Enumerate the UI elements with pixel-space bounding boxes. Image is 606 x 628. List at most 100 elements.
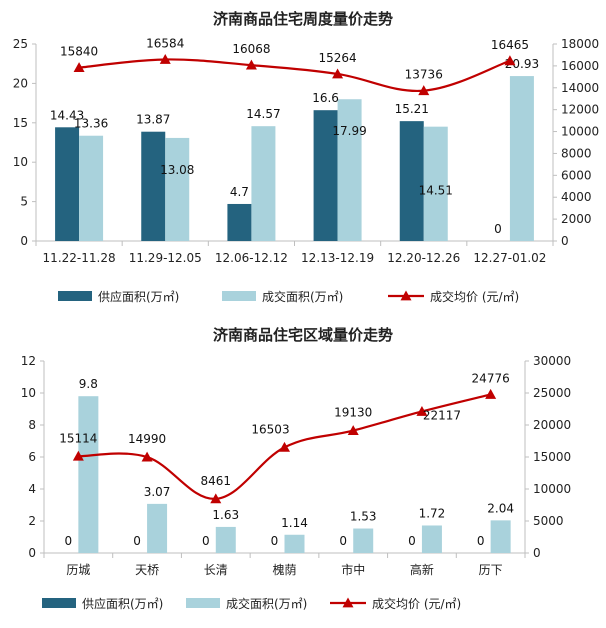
chart-1: 济南商品住宅周度量价走势 0 5 10 15 20 25 0 2000 4000 6000 8000 1… [13, 10, 599, 304]
deal-bar [165, 137, 190, 241]
y-left-tick-label: 15 [13, 116, 28, 130]
deal-data-label: 1.63 [212, 508, 239, 522]
x-tick-label: 12.06-12.12 [215, 251, 288, 265]
x-tick-label: 长清 [204, 563, 228, 577]
supply-bar [227, 203, 252, 241]
x-tick-label: 12.20-12.26 [387, 251, 460, 265]
x-tick-label: 历下 [479, 563, 503, 577]
deal-data-label: 13.08 [160, 163, 194, 177]
legend-swatch-supply [58, 291, 92, 301]
supply-bar [399, 121, 424, 241]
price-point [141, 451, 153, 462]
deal-bar [353, 528, 374, 553]
x-tick-label: 市中 [341, 562, 365, 577]
deal-bar [79, 135, 104, 241]
y-left-tick-label: 2 [28, 514, 36, 528]
x-tick-label: 11.22-11.28 [43, 251, 116, 265]
legend-swatch-price-marker [400, 290, 412, 301]
supply-data-label: 0 [202, 534, 210, 548]
price-data-label: 13736 [405, 68, 443, 82]
deal-data-label: 17.99 [332, 124, 366, 138]
supply-data-label: 13.87 [136, 113, 170, 127]
y-left-tick-label: 5 [20, 195, 28, 209]
legend-label-supply: 供应面积(万㎡) [98, 289, 179, 304]
supply-data-label: 0 [494, 222, 502, 236]
y-right-tick-label: 30000 [533, 354, 571, 368]
y-left-tick-label: 4 [28, 482, 36, 496]
y-right-tick-label: 12000 [561, 103, 599, 117]
supply-bar [313, 110, 338, 241]
deal-data-label: 1.53 [350, 510, 377, 524]
price-data-label: 16068 [232, 42, 270, 56]
y-right-tick-label: 8000 [561, 146, 592, 160]
y-right-tick-label: 20000 [533, 418, 571, 432]
price-point [504, 55, 516, 66]
supply-bar [55, 127, 80, 241]
legend: 供应面积(万㎡) 成交面积(万㎡) 成交均价 (元/㎡) [42, 596, 461, 611]
price-data-label: 8461 [201, 474, 232, 488]
y-left-tick-label: 0 [20, 234, 28, 248]
deal-data-label: 14.57 [246, 107, 280, 121]
x-tick-label: 11.29-12.05 [129, 251, 202, 265]
supply-data-label: 4.7 [230, 185, 249, 199]
y-left-tick-label: 0 [28, 546, 36, 560]
y-right-tick-label: 5000 [533, 514, 564, 528]
price-point [416, 405, 428, 416]
deal-data-label: 1.14 [281, 516, 308, 530]
deal-bar [337, 99, 362, 241]
deal-bar [423, 126, 448, 241]
price-point [245, 59, 257, 70]
deal-bar [284, 534, 305, 553]
price-data-label: 15264 [318, 51, 356, 65]
legend-label-supply: 供应面积(万㎡) [82, 596, 163, 611]
price-data-label: 16465 [491, 38, 529, 52]
y-right-tick-label: 10000 [561, 125, 599, 139]
legend-swatch-deal [222, 291, 256, 301]
deal-data-label: 13.36 [74, 117, 108, 131]
chart-title: 济南商品住宅区域量价走势 [213, 326, 393, 344]
deal-bar [78, 396, 99, 553]
y-right-tick-label: 6000 [561, 168, 592, 182]
x-tick-label: 天桥 [135, 563, 159, 577]
price-point [210, 493, 222, 504]
legend: 供应面积(万㎡) 成交面积(万㎡) 成交均价 (元/㎡) [58, 289, 519, 304]
price-data-label: 19130 [334, 406, 372, 420]
legend-swatch-supply [42, 598, 76, 608]
legend-label-price: 成交均价 (元/㎡) [430, 289, 519, 304]
y-right-tick-label: 25000 [533, 386, 571, 400]
supply-data-label: 14.43 [50, 108, 84, 122]
chart-title: 济南商品住宅周度量价走势 [213, 10, 393, 28]
price-data-label: 22117 [423, 408, 461, 422]
supply-data-label: 0 [65, 534, 73, 548]
deal-data-label: 2.04 [487, 501, 514, 515]
deal-bar [509, 76, 534, 242]
deal-data-label: 1.72 [419, 506, 446, 520]
y-left-tick-label: 20 [13, 76, 28, 90]
legend-swatch-deal [186, 598, 220, 608]
supply-data-label: 16.6 [312, 91, 339, 105]
y-left-tick-label: 25 [13, 37, 28, 51]
supply-data-label: 0 [271, 534, 279, 548]
y-left-tick-label: 6 [28, 450, 36, 464]
x-tick-label: 历城 [66, 563, 90, 577]
y-right-tick-label: 4000 [561, 190, 592, 204]
y-left-tick-label: 12 [21, 354, 36, 368]
price-point [72, 450, 84, 461]
price-point [485, 388, 497, 399]
price-data-label: 24776 [472, 371, 510, 385]
y-right-tick-label: 15000 [533, 450, 571, 464]
y-right-tick-label: 0 [533, 546, 541, 560]
deal-bar [147, 503, 168, 553]
legend-label-deal: 成交面积(万㎡) [262, 289, 343, 304]
y-right-tick-label: 16000 [561, 59, 599, 73]
price-data-label: 15840 [60, 45, 98, 59]
supply-data-label: 0 [339, 534, 347, 548]
deal-bar [251, 126, 276, 241]
y-right-tick-label: 10000 [533, 482, 571, 496]
deal-bar [490, 520, 511, 553]
x-tick-label: 12.13-12.19 [301, 251, 374, 265]
y-left-tick-label: 10 [13, 155, 28, 169]
deal-data-label: 20.93 [505, 57, 539, 71]
deal-data-label: 14.51 [419, 184, 453, 198]
